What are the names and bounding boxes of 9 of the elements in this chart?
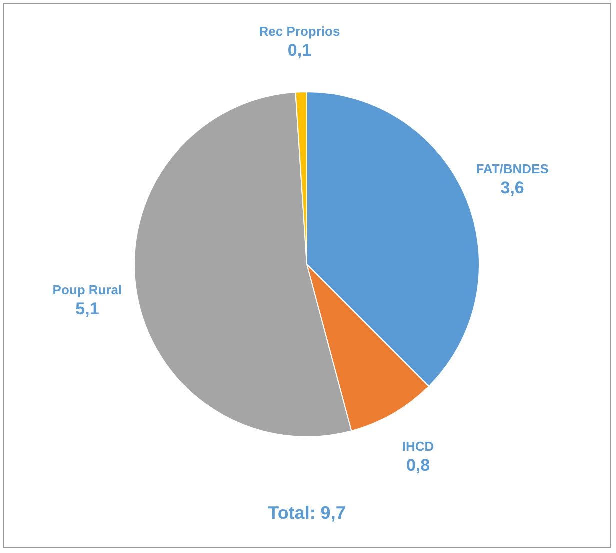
data-label: 0,1 [288,41,312,60]
text: Total: 9,7 [268,503,346,523]
data-label: 5,1 [76,300,100,319]
slice-label: FAT/BNDES [476,161,550,176]
slice-label: Rec Proprios [259,24,340,40]
data-label: 3,6 [500,178,524,198]
slice-label: IHCD [402,439,434,454]
data-label: 0,8 [406,456,430,476]
slice-label: Poup Rural [52,282,122,298]
